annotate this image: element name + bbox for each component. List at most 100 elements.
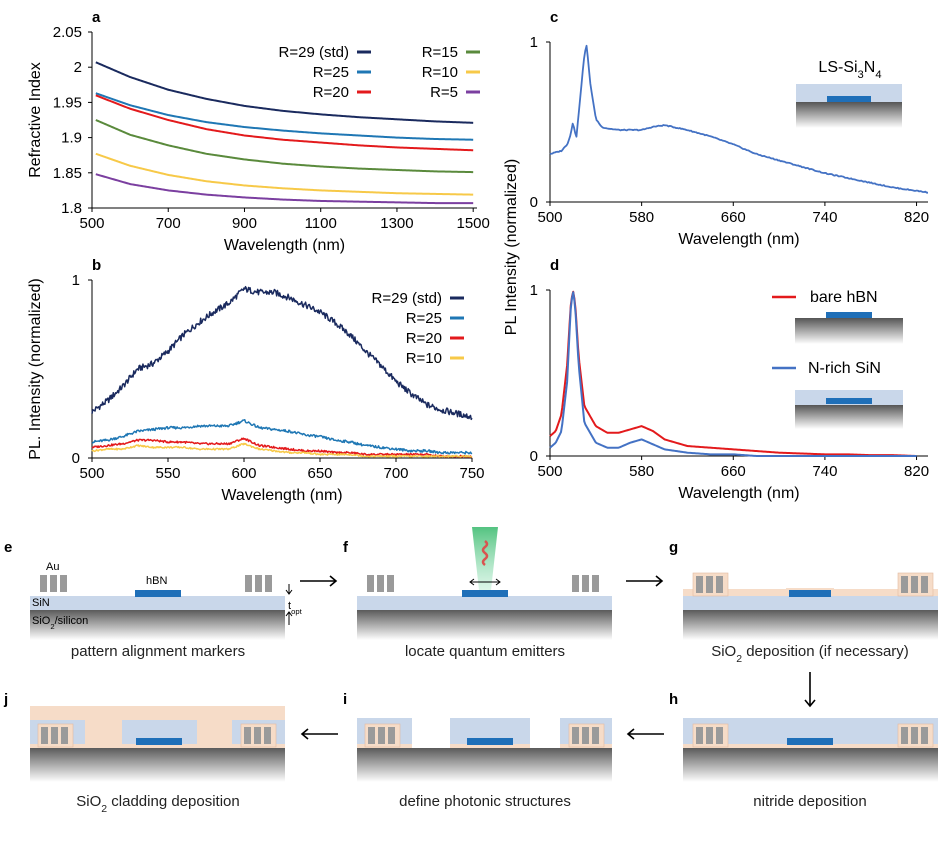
panel-label-h: h [669, 691, 678, 708]
x-tick-label: 1300 [380, 215, 413, 232]
alignment-marker [706, 576, 713, 593]
y-tick-label: 0 [530, 194, 538, 211]
x-tick-label: 650 [307, 465, 332, 482]
legend-label: R=25 [406, 310, 442, 327]
x-tick-label: 1500 [457, 215, 490, 232]
legend-label: R=25 [313, 64, 349, 81]
x-tick-label: 580 [629, 463, 654, 480]
x-tick-label: 750 [459, 465, 484, 482]
hbn-flake [135, 590, 181, 597]
y-tick-label: 1.9 [61, 130, 82, 147]
alignment-marker [368, 727, 375, 744]
step-caption-i: define photonic structures [399, 793, 571, 810]
alignment-marker [264, 727, 271, 744]
oxide-layer [450, 744, 530, 748]
series-line-n-rich-sin [549, 291, 917, 457]
panel-label-a: a [92, 9, 101, 26]
flow-arrow [804, 672, 816, 708]
step-caption-j: SiO2 cladding deposition [76, 793, 239, 815]
step-caption-e: pattern alignment markers [71, 643, 245, 660]
flow-arrow [300, 728, 338, 740]
substrate [357, 748, 612, 782]
flow-arrow [626, 575, 664, 587]
hbn-flake [467, 738, 513, 745]
alignment-marker [51, 727, 58, 744]
legend-label: R=20 [406, 330, 442, 347]
legend-label: R=5 [430, 84, 458, 101]
legend-label: R=29 (std) [372, 290, 442, 307]
y-axis-title: Refractive Index [27, 62, 44, 178]
x-tick-label: 740 [812, 209, 837, 226]
alignment-marker [388, 727, 395, 744]
sin-layer [683, 596, 938, 610]
sin-layer [30, 596, 285, 610]
inset-label-ls-si3n4: LS-Si3N4 [818, 59, 881, 81]
emission-wave-icon [481, 540, 489, 566]
legend-label-bare-hbn: bare hBN [810, 289, 878, 306]
series-line-r-20 [91, 437, 473, 458]
alignment-marker [921, 576, 928, 593]
x-axis-title: Wavelength (nm) [224, 237, 345, 254]
substrate [30, 748, 285, 782]
step-caption-h: nitride deposition [753, 793, 866, 810]
thickness-arrow-bottom [285, 611, 293, 625]
alignment-marker [582, 727, 589, 744]
alignment-marker [696, 727, 703, 744]
alignment-marker [254, 727, 261, 744]
alignment-marker [706, 727, 713, 744]
hbn-flake [787, 738, 833, 745]
alignment-marker [61, 727, 68, 744]
alignment-marker [572, 575, 579, 592]
alignment-marker [582, 575, 589, 592]
hbn-flake [136, 738, 182, 745]
series-line-r-29-std- [91, 285, 473, 421]
inset-hbn-flake [826, 312, 872, 318]
label-sio2-silicon: SiO2/silicon [32, 615, 88, 631]
legend-label: R=10 [422, 64, 458, 81]
hbn-flake [789, 590, 831, 597]
substrate [683, 748, 938, 782]
panel-a: 500 700 900 1100 1300 1500 1.8 1.85 1.9 1.95 2 2.05… [27, 9, 490, 254]
x-axis-title: Wavelength (nm) [678, 231, 799, 248]
x-axis-title: Wavelength (nm) [678, 485, 799, 502]
process-schematic: e Au hBN SiN SiO2/silicon topt pattern alignme… [3, 527, 938, 815]
alignment-marker [696, 576, 703, 593]
x-tick-label: 550 [155, 465, 180, 482]
panel-label-j: j [3, 691, 8, 708]
alignment-marker [911, 576, 918, 593]
legend-label-n-rich-sin: N-rich SiN [808, 360, 881, 377]
legend-label: R=29 (std) [279, 44, 349, 61]
x-tick-label: 700 [383, 465, 408, 482]
sin-layer [357, 596, 612, 610]
alignment-marker [716, 727, 723, 744]
shared-y-axis-title: PL Intensity (normalized) [503, 159, 520, 335]
alignment-marker [387, 575, 394, 592]
inset-hbn-flake [826, 398, 872, 404]
inset-sin-layer [796, 84, 902, 102]
alignment-marker [41, 727, 48, 744]
y-tick-label: 1.8 [61, 200, 82, 217]
flow-arrow [626, 728, 664, 740]
alignment-marker [901, 576, 908, 593]
thickness-arrow-top [285, 584, 293, 595]
series-line-r-15 [95, 119, 474, 174]
x-tick-label: 500 [537, 463, 562, 480]
y-tick-label: 0 [72, 450, 80, 467]
alignment-marker [245, 575, 252, 592]
scan-arrow-icon [469, 578, 501, 586]
step-caption-f: locate quantum emitters [405, 643, 565, 660]
y-tick-label: 1 [72, 272, 80, 289]
substrate [357, 610, 612, 640]
alignment-marker [572, 727, 579, 744]
label-au: Au [46, 561, 59, 573]
series-line-r-25 [91, 419, 473, 455]
series-line-r-5 [95, 173, 474, 205]
flow-arrow [300, 575, 338, 587]
legend-label: R=20 [313, 84, 349, 101]
alignment-marker [367, 575, 374, 592]
y-axis-title: PL. Intensity (normalized) [27, 278, 44, 459]
panel-label-i: i [343, 691, 347, 708]
series-line-bare-hbn [549, 290, 917, 457]
